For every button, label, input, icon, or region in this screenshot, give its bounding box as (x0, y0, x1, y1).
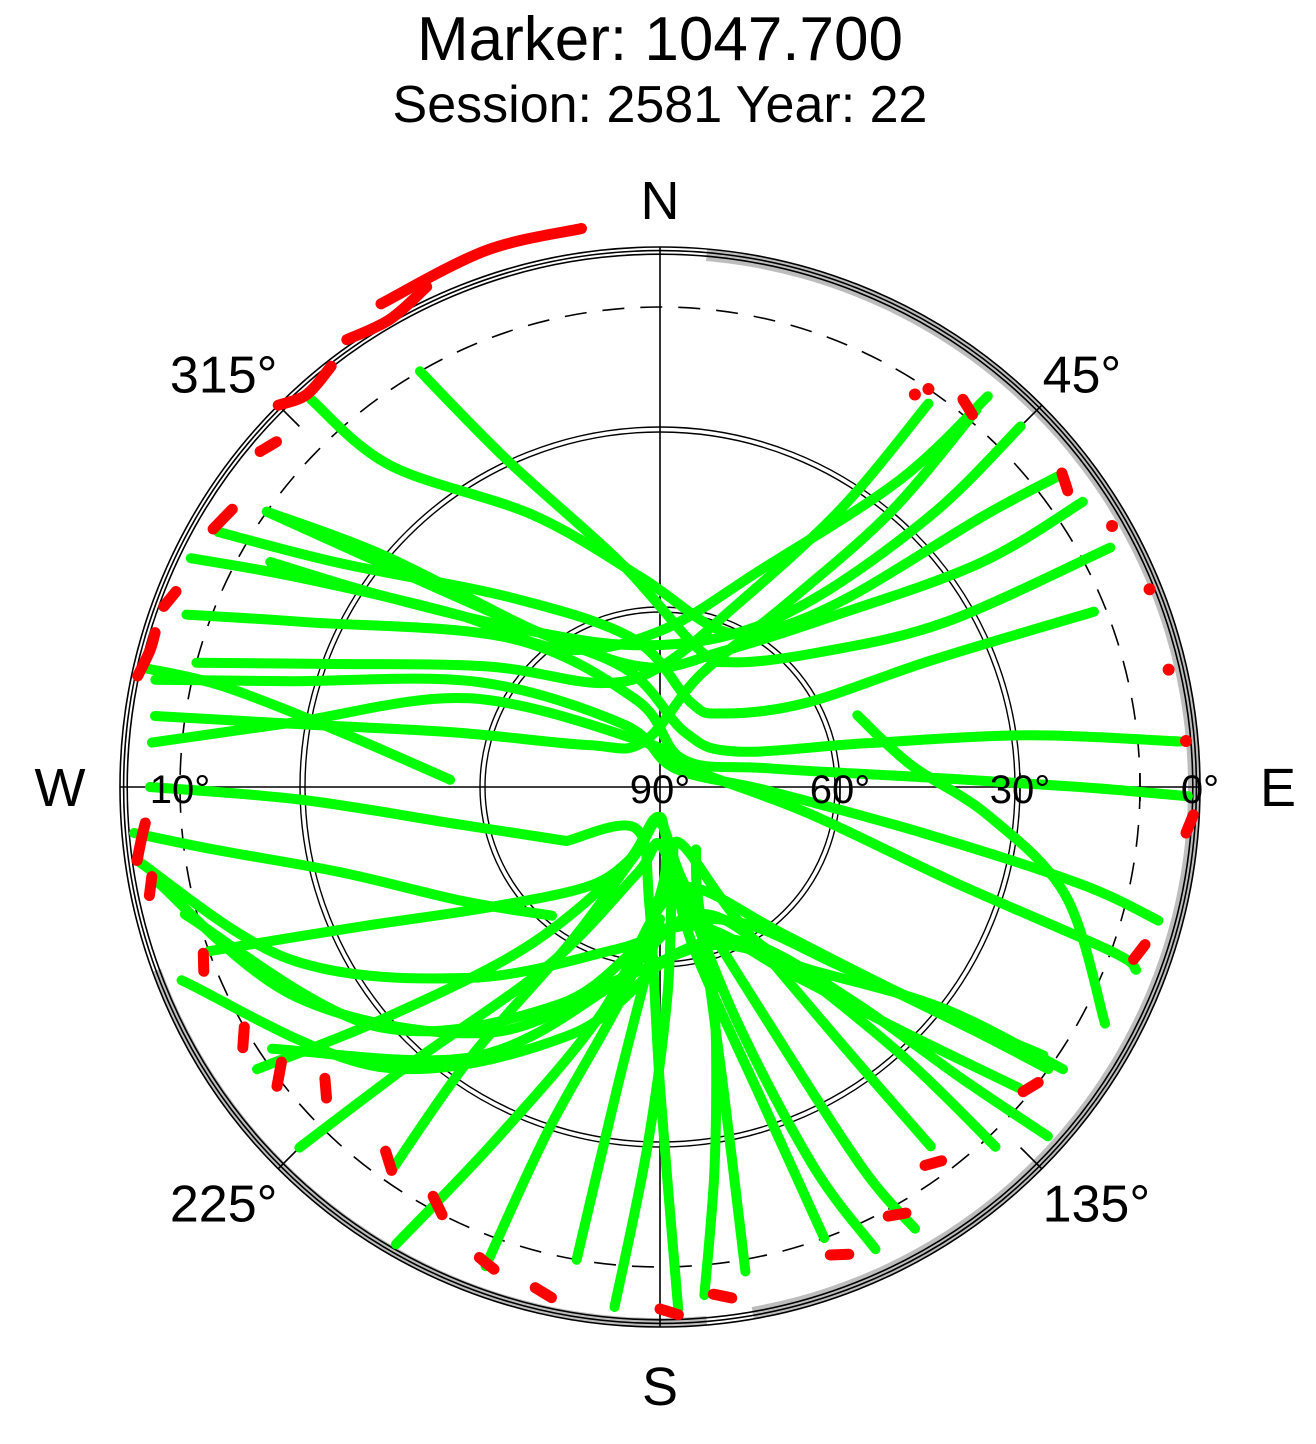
flagged-segment (707, 1288, 738, 1304)
flagged-point (1162, 663, 1175, 676)
azimuth-tick (1020, 404, 1043, 427)
flagged-segment (237, 1021, 250, 1054)
flagged-segment (919, 1155, 948, 1171)
flagged-segment (427, 1190, 448, 1221)
flagged-segment (957, 393, 978, 421)
flagged-segment (271, 1056, 287, 1092)
flagged-segment (380, 1145, 398, 1176)
satellite-track (176, 934, 1053, 1142)
azimuth-label: 45° (1043, 346, 1122, 404)
flagged-point (1179, 734, 1192, 747)
chart-title: Marker: 1047.700 (417, 5, 903, 74)
azimuth-label: 315° (170, 346, 278, 404)
flagged-segment (1180, 809, 1199, 839)
flagged-segment (473, 1252, 500, 1275)
flagged-segment (272, 360, 337, 411)
tracked-series (129, 366, 1193, 1314)
satellite-track (145, 782, 572, 846)
satellite-track (852, 710, 1110, 1029)
satellite-track (140, 663, 456, 785)
flagged-segment (824, 1248, 855, 1261)
flagged-segment (132, 627, 161, 682)
flagged-segment (131, 817, 151, 866)
flagged-segment (158, 586, 182, 612)
flagged-point (1106, 520, 1119, 532)
satellite-track (294, 837, 830, 1244)
azimuth-label: 135° (1043, 1176, 1151, 1234)
satellite-track (185, 391, 993, 655)
flagged-series (131, 223, 1199, 1321)
elevation-label: 0° (1181, 768, 1219, 812)
flagged-segment (882, 1207, 912, 1222)
satellite-track (261, 496, 1088, 673)
flagged-point (922, 383, 935, 396)
flagged-segment (1128, 939, 1151, 965)
satellite-track (561, 820, 684, 1314)
flagged-segment (1056, 467, 1074, 497)
satellite-track (129, 828, 557, 921)
elevation-label: 30° (990, 768, 1051, 812)
flagged-segment (375, 223, 587, 310)
satellite-track (261, 506, 1185, 757)
flagged-point (908, 388, 921, 401)
flagged-segment (197, 947, 210, 977)
elevation-label: 60° (810, 768, 871, 812)
elevation-label: 10° (150, 768, 211, 812)
azimuth-tick (277, 1147, 300, 1170)
satellite-track (146, 692, 1142, 975)
azimuth-tick (1020, 1147, 1043, 1170)
satellite-track (150, 673, 1164, 926)
satellite-track (252, 811, 881, 1255)
west-label: W (35, 758, 86, 818)
flagged-segment (654, 1303, 684, 1321)
flagged-segment (143, 871, 158, 901)
satellite-track (203, 849, 641, 957)
flagged-segment (1017, 1077, 1044, 1098)
north-label: N (641, 171, 680, 231)
flagged-segment (207, 503, 238, 535)
south-label: S (642, 1357, 678, 1417)
elevation-label: 90° (630, 768, 691, 812)
chart-subtitle: Session: 2581 Year: 22 (393, 76, 928, 134)
azimuth-label: 225° (170, 1176, 278, 1234)
flagged-segment (254, 436, 282, 457)
flagged-segment (529, 1282, 557, 1304)
satellite-track (480, 853, 672, 1272)
east-label: E (1260, 758, 1296, 818)
satellite-track (191, 398, 934, 689)
satellite-track (690, 844, 751, 1277)
flagged-segment (341, 281, 433, 346)
flagged-point (1143, 583, 1156, 596)
flagged-segment (319, 1072, 332, 1104)
axis-labels: N S E W 45° 135° 225° 315° 0° 30° 60° 90° 10° (35, 171, 1297, 1417)
